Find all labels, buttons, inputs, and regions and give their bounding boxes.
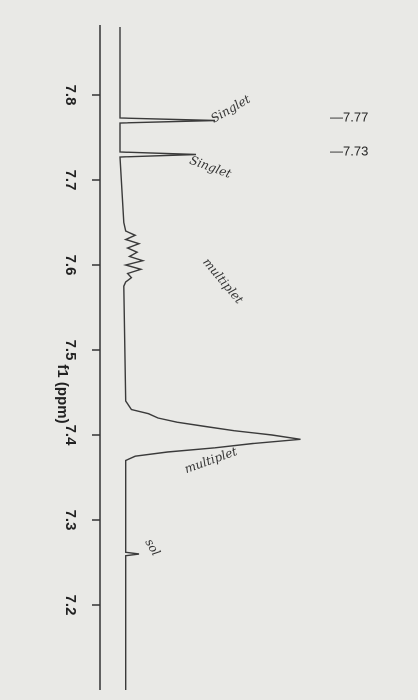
x-tick-label: 7.3 bbox=[62, 510, 79, 531]
x-tick-label: 7.7 bbox=[62, 170, 79, 191]
x-tick-label: 7.5 bbox=[62, 340, 79, 361]
x-tick-label: 7.4 bbox=[62, 425, 79, 447]
spectrum-line bbox=[119, 27, 301, 690]
peak-label: —7.77 bbox=[330, 109, 368, 124]
x-tick-label: 7.8 bbox=[62, 85, 79, 106]
x-tick-label: 7.2 bbox=[62, 595, 79, 616]
axis-label: f1 (ppm) bbox=[54, 364, 71, 423]
peak-label: —7.73 bbox=[330, 143, 368, 158]
x-tick-label: 7.6 bbox=[62, 255, 79, 276]
